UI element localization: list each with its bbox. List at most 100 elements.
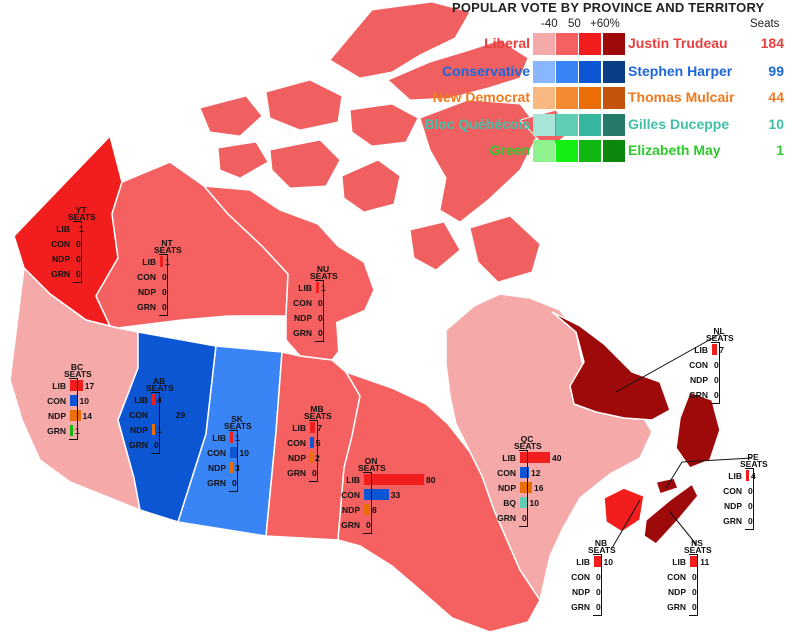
party-code: GRN	[723, 516, 742, 526]
seat-count: 16	[534, 483, 544, 493]
seat-count: 0	[318, 313, 323, 323]
seat-bar	[520, 482, 532, 493]
legend-swatch	[603, 114, 625, 136]
party-code: NDP	[294, 313, 312, 323]
seat-count: 0	[714, 375, 719, 385]
party-code: LIB	[56, 224, 70, 234]
party-code: NDP	[690, 375, 708, 385]
region-heading: NU SEATS	[310, 264, 338, 281]
region-heading: MB SEATS	[304, 404, 332, 421]
region-code: ON	[364, 456, 378, 466]
box-bracket	[519, 450, 528, 527]
box-bracket	[593, 554, 602, 616]
seat-bar	[152, 424, 155, 435]
legend-row: Conservative Stephen Harper 99	[400, 61, 786, 83]
party-name: Bloc Québécois	[424, 116, 530, 132]
seat-count: 0	[154, 440, 159, 450]
legend-swatch	[533, 61, 555, 83]
party-code: NDP	[342, 505, 360, 515]
region-code: YT	[75, 205, 87, 215]
legend-header-mid: 50	[568, 18, 581, 30]
party-leader: Elizabeth May	[628, 142, 721, 158]
seats-label: SEATS	[224, 421, 252, 431]
seat-bar	[746, 470, 749, 481]
seat-count: 0	[162, 287, 167, 297]
legend-title: POPULAR VOTE BY PROVINCE AND TERRITORY	[452, 0, 765, 15]
legend-swatch	[533, 33, 555, 55]
region-heading: NS SEATS	[684, 538, 712, 555]
seats-label: SEATS	[68, 212, 96, 222]
party-code: NDP	[130, 425, 148, 435]
region-code: SK	[231, 414, 243, 424]
box-bracket	[315, 280, 324, 342]
legend-row: New Democrat Thomas Mulcair 44	[400, 87, 786, 109]
party-code: LIB	[728, 471, 742, 481]
seat-count: 0	[76, 254, 81, 264]
legend-swatch	[579, 140, 601, 162]
seat-count: 0	[312, 468, 317, 478]
legend-swatch	[603, 87, 625, 109]
party-code: CON	[51, 239, 70, 249]
party-code: LIB	[52, 381, 66, 391]
seat-count: 0	[692, 572, 697, 582]
arctic-islands	[199, 1, 571, 283]
party-code: LIB	[672, 557, 686, 567]
seats-label: SEATS	[310, 271, 338, 281]
seat-count: 12	[531, 468, 541, 478]
region-code: NS	[691, 538, 703, 548]
legend-swatch	[556, 33, 578, 55]
party-code: GRN	[47, 426, 66, 436]
box-bracket	[69, 378, 78, 440]
seat-bar	[152, 409, 174, 420]
party-code: NDP	[138, 287, 156, 297]
party-code: CON	[137, 272, 156, 282]
region-heading: ON SEATS	[358, 456, 386, 473]
seat-count: 11	[700, 557, 710, 567]
region-heading: SK SEATS	[224, 414, 252, 431]
seat-count: 0	[162, 302, 167, 312]
seat-bar	[520, 497, 528, 508]
legend-swatch	[556, 140, 578, 162]
seat-bar	[690, 556, 699, 567]
party-leader: Justin Trudeau	[628, 35, 728, 51]
party-name: Liberal	[484, 35, 530, 51]
seat-count: 10	[603, 557, 613, 567]
region-code: AB	[152, 376, 166, 386]
legend-swatch	[579, 114, 601, 136]
party-code: CON	[667, 572, 686, 582]
box-bracket	[159, 254, 168, 316]
party-leader: Thomas Mulcair	[628, 89, 735, 105]
region-code: NU	[316, 264, 330, 274]
party-seats: 44	[768, 89, 784, 105]
legend-swatch	[579, 61, 601, 83]
legend-swatch	[556, 87, 578, 109]
seat-bar	[230, 462, 233, 473]
seats-label: SEATS	[146, 383, 174, 393]
party-code: NDP	[572, 587, 590, 597]
seat-count: 0	[76, 269, 81, 279]
box-bracket	[151, 392, 160, 454]
party-code: LIB	[502, 453, 516, 463]
party-code: NDP	[724, 501, 742, 511]
seat-count: 0	[748, 486, 753, 496]
legend-swatch	[533, 114, 555, 136]
seat-bar	[310, 422, 316, 433]
party-code: GRN	[287, 468, 306, 478]
seat-bar	[230, 447, 238, 458]
seat-count: 0	[596, 602, 601, 612]
newfoundland-island	[675, 391, 721, 469]
legend-swatch	[603, 61, 625, 83]
seat-count: 10	[529, 498, 539, 508]
region-code: MB	[310, 404, 324, 414]
region-heading: NT SEATS	[154, 238, 182, 255]
box-bracket	[73, 221, 82, 283]
box-bracket	[745, 468, 754, 530]
region-code: NT	[161, 238, 173, 248]
region-nt	[95, 161, 289, 329]
seat-count: 0	[714, 390, 719, 400]
party-code: CON	[723, 486, 742, 496]
legend-row: Liberal Justin Trudeau 184	[400, 33, 786, 55]
legend-header-high: +60%	[590, 18, 620, 30]
box-bracket	[711, 342, 720, 404]
